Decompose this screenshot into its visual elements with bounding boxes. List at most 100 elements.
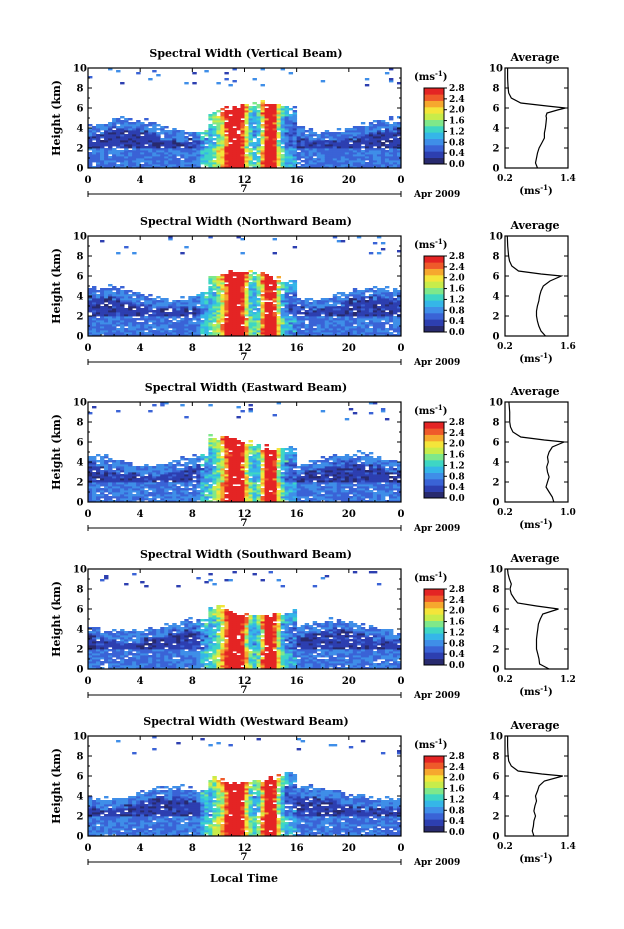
cell	[104, 488, 109, 491]
cell	[324, 328, 330, 331]
cell	[252, 144, 257, 147]
cell	[284, 324, 290, 327]
cell	[164, 466, 169, 469]
cell	[296, 136, 302, 139]
cell	[268, 482, 273, 485]
cell	[252, 280, 257, 283]
cell	[284, 166, 290, 169]
cell	[260, 290, 265, 293]
cell	[336, 154, 342, 157]
cell	[292, 152, 298, 155]
cell	[352, 162, 358, 165]
cell	[236, 144, 241, 147]
cell	[252, 290, 257, 293]
cell	[312, 306, 318, 309]
cell	[348, 332, 354, 335]
cell	[232, 274, 237, 277]
y-tick-label: 0	[77, 164, 84, 175]
cell	[260, 310, 265, 313]
cell	[172, 158, 177, 161]
cell	[220, 288, 225, 291]
cell	[376, 162, 382, 165]
cell	[292, 310, 298, 313]
cell	[100, 500, 105, 503]
cell	[200, 472, 205, 475]
cell	[276, 498, 282, 501]
cell	[96, 296, 101, 299]
cell	[228, 328, 233, 331]
cell	[264, 158, 269, 161]
cell	[316, 316, 322, 319]
cell	[140, 158, 145, 161]
cell	[208, 480, 213, 483]
cell	[268, 316, 273, 319]
cell	[196, 152, 201, 155]
cell	[256, 118, 261, 121]
cell	[392, 144, 398, 147]
cell	[180, 318, 185, 321]
cell	[160, 500, 165, 503]
cell	[304, 324, 310, 327]
cell	[332, 302, 338, 305]
cell	[140, 150, 145, 153]
cell	[232, 136, 237, 139]
cell	[232, 142, 237, 145]
cell	[124, 144, 129, 147]
cell	[284, 480, 290, 483]
cell	[128, 334, 133, 337]
cell	[280, 310, 286, 313]
cell	[260, 124, 265, 127]
cell	[280, 124, 286, 127]
cell	[176, 490, 181, 493]
cell	[192, 476, 197, 479]
cell	[216, 290, 221, 293]
cell	[144, 158, 149, 161]
cell	[316, 164, 322, 167]
cell	[120, 128, 125, 131]
cell	[256, 494, 261, 497]
cell	[244, 162, 249, 165]
cell	[92, 160, 97, 163]
cell	[116, 500, 121, 503]
cell	[104, 306, 109, 309]
cell	[124, 474, 129, 477]
cell	[180, 152, 185, 155]
cell	[396, 304, 402, 307]
cell	[248, 444, 253, 447]
cell	[260, 156, 265, 159]
cell	[324, 306, 330, 309]
cell	[352, 130, 358, 133]
cell	[164, 306, 169, 309]
cell	[336, 332, 342, 335]
cell	[252, 282, 257, 285]
cell	[212, 286, 217, 289]
cell	[256, 488, 261, 491]
cell	[116, 136, 121, 139]
cell	[276, 304, 282, 307]
cell	[384, 146, 390, 149]
cell	[216, 130, 221, 133]
cell	[208, 490, 213, 493]
cell	[128, 138, 133, 141]
cell	[228, 458, 233, 461]
cell	[168, 304, 173, 307]
cell	[364, 138, 370, 141]
cell	[348, 324, 354, 327]
cell	[112, 472, 117, 475]
cell	[264, 444, 269, 447]
cell	[224, 78, 229, 81]
cell	[300, 128, 306, 131]
cell	[236, 288, 241, 291]
cell	[208, 136, 213, 139]
cell	[204, 130, 209, 133]
cell	[280, 448, 286, 451]
cell	[252, 158, 257, 161]
cell	[204, 138, 209, 141]
unit-exponent: -1	[435, 69, 443, 78]
cell	[108, 298, 113, 301]
cell	[156, 306, 161, 309]
cell	[132, 164, 137, 167]
cell	[352, 328, 358, 331]
cell	[100, 240, 105, 243]
cell	[100, 148, 105, 151]
